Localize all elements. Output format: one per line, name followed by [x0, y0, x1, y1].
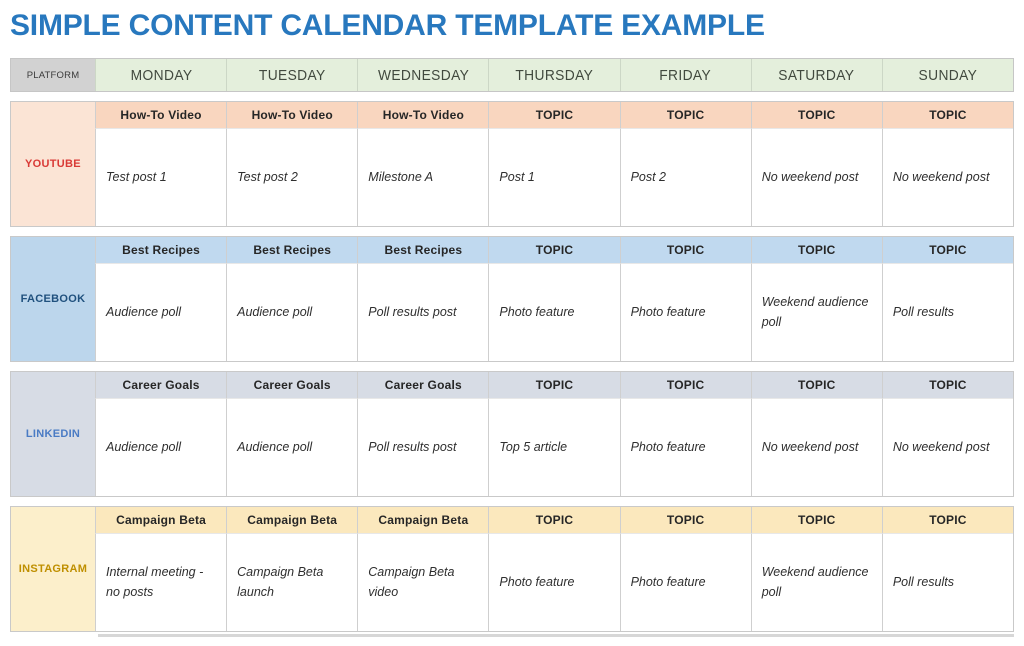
post-cell: Weekend audience poll: [750, 534, 882, 631]
post-cell: Test post 1: [95, 129, 227, 226]
topic-cell: Best Recipes: [357, 237, 489, 264]
topic-cell: Career Goals: [226, 372, 358, 399]
topic-cell: TOPIC: [750, 102, 882, 129]
day-header-thursday: THURSDAY: [488, 59, 620, 91]
platform-label-facebook: FACEBOOK: [11, 237, 95, 361]
topic-cell: Career Goals: [357, 372, 489, 399]
post-cell: Audience poll: [95, 399, 227, 496]
day-header-wednesday: WEDNESDAY: [357, 59, 489, 91]
post-cell: Campaign Beta launch: [226, 534, 358, 631]
topic-cell: TOPIC: [881, 102, 1013, 129]
topic-cell: TOPIC: [619, 372, 751, 399]
day-header-tuesday: TUESDAY: [226, 59, 358, 91]
post-cell: Top 5 article: [488, 399, 620, 496]
topic-cell: How-To Video: [357, 102, 489, 129]
topic-cell: TOPIC: [488, 102, 620, 129]
topic-cell: TOPIC: [619, 237, 751, 264]
post-cell: Test post 2: [226, 129, 358, 226]
post-cell: Post 2: [619, 129, 751, 226]
topic-cell: TOPIC: [750, 237, 882, 264]
topic-cell: TOPIC: [488, 507, 620, 534]
post-cell: Milestone A: [357, 129, 489, 226]
topic-cell: TOPIC: [881, 507, 1013, 534]
topic-cell: Campaign Beta: [357, 507, 489, 534]
topic-cell: TOPIC: [750, 507, 882, 534]
post-cell: Campaign Beta video: [357, 534, 489, 631]
topic-cell: Campaign Beta: [95, 507, 227, 534]
post-cell: Photo feature: [619, 399, 751, 496]
post-cell: Poll results post: [357, 264, 489, 361]
post-cell: Poll results: [881, 534, 1013, 631]
post-cell: Audience poll: [95, 264, 227, 361]
platform-label-youtube: YOUTUBE: [11, 102, 95, 226]
topic-cell: How-To Video: [95, 102, 227, 129]
day-header-saturday: SATURDAY: [750, 59, 882, 91]
platform-column-header: PLATFORM: [11, 59, 95, 91]
post-cell: Poll results: [881, 264, 1013, 361]
post-cell: Audience poll: [226, 399, 358, 496]
day-header-label: SATURDAY: [778, 66, 855, 84]
table-bottom-shadow: [98, 634, 1014, 637]
day-header-label: MONDAY: [130, 66, 192, 84]
page-title: SIMPLE CONTENT CALENDAR TEMPLATE EXAMPLE: [10, 9, 765, 42]
calendar-header-row: PLATFORM MONDAY TUESDAY WEDNESDAY THURSD…: [10, 58, 1014, 92]
day-header-label: THURSDAY: [515, 66, 594, 84]
topic-cell: Career Goals: [95, 372, 227, 399]
topic-cell: TOPIC: [488, 237, 620, 264]
day-header-label: TUESDAY: [258, 66, 326, 84]
day-header-sunday: SUNDAY: [881, 59, 1013, 91]
post-cell: Photo feature: [619, 534, 751, 631]
day-header-label: SUNDAY: [918, 66, 978, 84]
post-cell: Photo feature: [488, 264, 620, 361]
post-cell: No weekend post: [881, 129, 1013, 226]
topic-cell: TOPIC: [750, 372, 882, 399]
post-cell: Weekend audience poll: [750, 264, 882, 361]
platform-label-linkedin: LINKEDIN: [11, 372, 95, 496]
topic-cell: TOPIC: [619, 507, 751, 534]
platform-label-instagram: INSTAGRAM: [11, 507, 95, 631]
post-cell: Post 1: [488, 129, 620, 226]
topic-cell: TOPIC: [488, 372, 620, 399]
topic-cell: Best Recipes: [226, 237, 358, 264]
day-header-friday: FRIDAY: [619, 59, 751, 91]
day-header-label: FRIDAY: [659, 66, 712, 84]
post-cell: No weekend post: [881, 399, 1013, 496]
platform-row-facebook: FACEBOOK Best Recipes Best Recipes Best …: [10, 236, 1014, 362]
topic-cell: TOPIC: [881, 237, 1013, 264]
post-cell: Photo feature: [619, 264, 751, 361]
post-cell: No weekend post: [750, 129, 882, 226]
post-cell: No weekend post: [750, 399, 882, 496]
day-header-monday: MONDAY: [95, 59, 227, 91]
content-calendar-page: SIMPLE CONTENT CALENDAR TEMPLATE EXAMPLE…: [0, 8, 1024, 637]
platform-row-linkedin: LINKEDIN Career Goals Career Goals Caree…: [10, 371, 1014, 497]
platform-row-instagram: INSTAGRAM Campaign Beta Campaign Beta Ca…: [10, 506, 1014, 632]
post-cell: Poll results post: [357, 399, 489, 496]
post-cell: Internal meeting - no posts: [95, 534, 227, 631]
topic-cell: Campaign Beta: [226, 507, 358, 534]
platform-row-youtube: YOUTUBE How-To Video How-To Video How-To…: [10, 101, 1014, 227]
topic-cell: How-To Video: [226, 102, 358, 129]
day-header-label: WEDNESDAY: [377, 66, 469, 84]
topic-cell: TOPIC: [619, 102, 751, 129]
post-cell: Photo feature: [488, 534, 620, 631]
topic-cell: TOPIC: [881, 372, 1013, 399]
post-cell: Audience poll: [226, 264, 358, 361]
topic-cell: Best Recipes: [95, 237, 227, 264]
